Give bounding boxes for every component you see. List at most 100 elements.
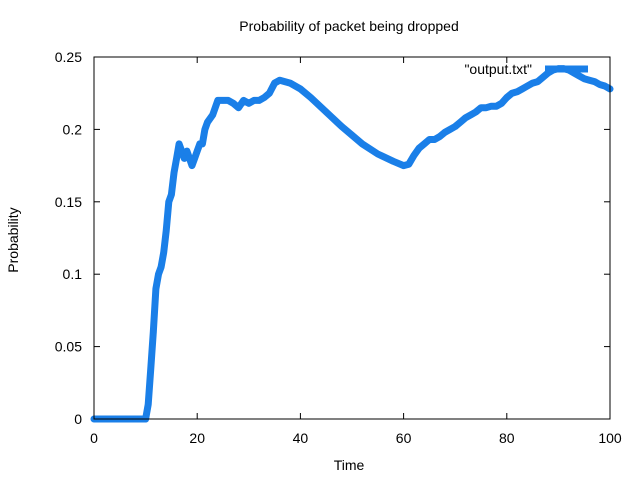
x-tick-label: 40 (293, 430, 309, 446)
data-point (155, 271, 162, 278)
data-point (441, 129, 449, 136)
data-point (157, 263, 165, 271)
data-point (457, 118, 464, 126)
data-point (201, 126, 209, 133)
data-point (323, 108, 330, 116)
data-point (400, 162, 407, 169)
data-point (482, 104, 490, 111)
data-point (250, 97, 258, 104)
y-tick-label: 0.05 (55, 339, 82, 355)
data-point (493, 103, 500, 110)
data-point (286, 79, 294, 87)
data-point (488, 103, 495, 110)
data-point (191, 155, 198, 162)
data-point (431, 136, 438, 143)
data-point (276, 76, 283, 84)
data-point (194, 147, 201, 155)
series-line (90, 65, 614, 423)
chart-title: Probability of packet being dropped (239, 18, 458, 34)
data-point (348, 131, 356, 139)
data-point (240, 97, 247, 104)
data-point (415, 145, 423, 152)
data-point (421, 140, 428, 148)
data-point (591, 78, 598, 85)
data-point (539, 74, 547, 81)
x-axis-label: Time (334, 457, 365, 473)
data-point (498, 100, 505, 107)
data-point (581, 75, 588, 82)
data-point (186, 155, 193, 162)
data-point (503, 94, 510, 101)
x-tick-label: 60 (396, 430, 412, 446)
x-tick-label: 0 (90, 430, 98, 446)
data-point (586, 76, 593, 84)
data-point (183, 147, 191, 155)
data-point (144, 401, 152, 408)
data-point (230, 100, 237, 107)
data-point (173, 155, 180, 162)
data-point (219, 97, 227, 104)
x-tick-label: 80 (499, 430, 515, 446)
series-points (90, 65, 614, 423)
data-point (199, 140, 206, 148)
data-point (175, 140, 183, 148)
data-point (477, 104, 485, 111)
data-point (168, 191, 175, 198)
x-tick-label: 100 (598, 430, 622, 446)
data-point (436, 133, 443, 140)
legend-entry: "output.txt" (464, 61, 532, 77)
y-tick-label: 0.25 (55, 49, 82, 65)
data-point (467, 111, 474, 119)
data-point (204, 118, 211, 126)
data-point (472, 108, 480, 116)
data-point (147, 365, 154, 372)
data-point (338, 123, 345, 130)
y-axis-label: Probability (5, 207, 21, 272)
data-point (245, 100, 252, 107)
data-point (529, 79, 536, 87)
data-point (390, 158, 397, 165)
data-point (209, 111, 216, 119)
data-point (271, 79, 278, 87)
data-point (163, 227, 170, 234)
y-tick-label: 0.2 (63, 121, 83, 137)
axis-ticks: 0 20 40 60 80 100 0 0.05 0.1 0.15 0.2 0.25 (55, 49, 622, 446)
data-point (160, 249, 167, 256)
data-point (224, 97, 232, 104)
data-point (519, 85, 526, 93)
data-point (426, 136, 433, 143)
data-point (178, 147, 185, 155)
data-point (170, 169, 178, 177)
data-point (596, 81, 603, 88)
series-layer (90, 65, 614, 423)
data-point (255, 97, 263, 104)
data-point (601, 82, 609, 90)
data-point (152, 285, 160, 292)
data-point (410, 152, 418, 159)
data-point (235, 104, 242, 111)
data-point (374, 150, 381, 158)
data-point (462, 114, 469, 122)
data-point (575, 72, 583, 80)
data-point (214, 97, 222, 104)
y-tick-label: 0 (74, 411, 82, 427)
y-tick-label: 0.1 (63, 266, 83, 282)
data-point (359, 140, 366, 148)
data-point (513, 88, 521, 95)
data-point (261, 94, 268, 101)
data-point (165, 198, 173, 205)
data-point (150, 328, 157, 336)
data-point (181, 155, 188, 162)
data-point (188, 162, 196, 169)
data-point (524, 82, 531, 90)
data-point (405, 160, 412, 168)
data-point (534, 78, 541, 85)
y-tick-label: 0.15 (55, 194, 82, 210)
data-point (266, 90, 273, 97)
x-tick-label: 20 (189, 430, 205, 446)
data-point (307, 94, 314, 101)
plot-frame (93, 56, 611, 420)
data-point (452, 123, 459, 130)
data-point (297, 85, 304, 93)
